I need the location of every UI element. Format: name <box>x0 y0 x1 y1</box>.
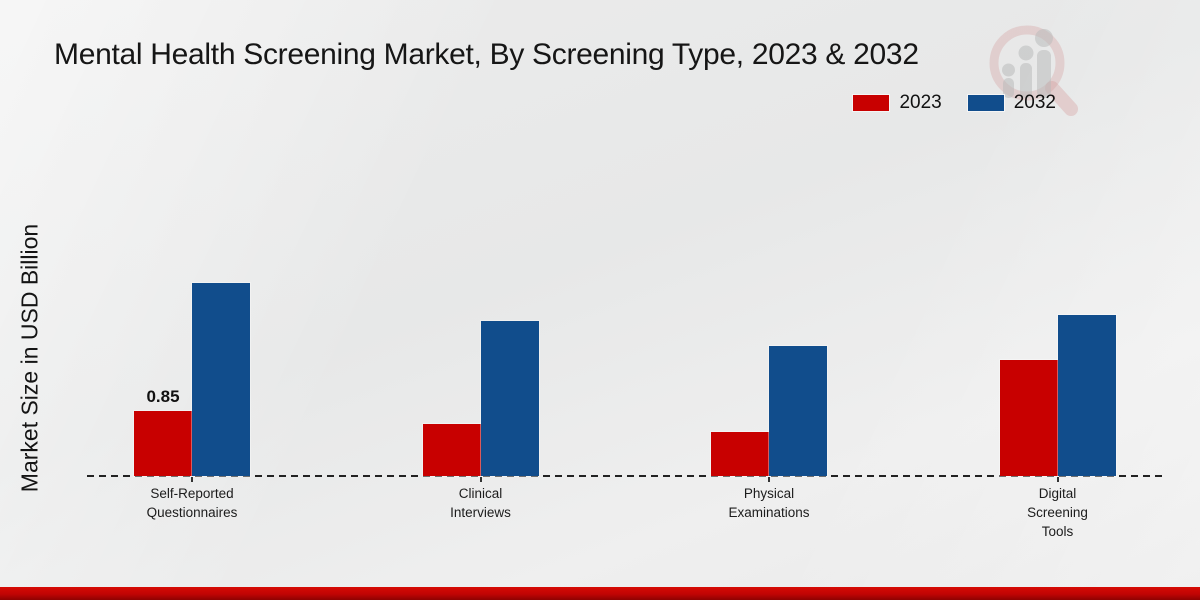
chart-title: Mental Health Screening Market, By Scree… <box>54 38 919 71</box>
bar-2032-category-3 <box>1057 315 1116 476</box>
category-label-1: Clinical Interviews <box>450 486 511 520</box>
x-axis-dashed-baseline <box>87 475 1163 477</box>
magnifier-bar-chart-logo-watermark <box>989 25 1078 116</box>
bar-2023-category-2 <box>711 432 769 476</box>
category-label-2: Physical Examinations <box>728 486 810 520</box>
legend: 2023 2032 <box>853 92 1056 114</box>
legend-item-2023: 2023 <box>853 92 942 114</box>
x-axis-tick-1 <box>479 477 482 482</box>
bar-2032-category-0 <box>192 283 250 476</box>
legend-item-2032: 2032 <box>967 92 1056 114</box>
legend-swatch-2023 <box>853 95 890 111</box>
x-axis-tick-2 <box>768 477 770 482</box>
bar-2032-category-2 <box>769 346 827 476</box>
legend-label-2032: 2032 <box>1013 92 1056 113</box>
bar-2032-category-1 <box>480 321 539 476</box>
bar-2023-category-0 <box>134 411 192 476</box>
x-axis-tick-0 <box>191 477 193 482</box>
category-label-0: Self-Reported Questionnaires <box>146 486 238 520</box>
footer-red-band <box>0 587 1200 600</box>
x-axis-tick-3 <box>1056 477 1059 482</box>
bar-value-label-2023-0: 0.85 <box>146 387 180 406</box>
category-label-3: Digital Screening Tools <box>1027 486 1088 539</box>
legend-label-2023: 2023 <box>899 92 942 113</box>
bar-2023-category-3 <box>999 360 1058 476</box>
bar-2023-category-1 <box>422 424 481 476</box>
legend-swatch-2032 <box>967 95 1004 111</box>
